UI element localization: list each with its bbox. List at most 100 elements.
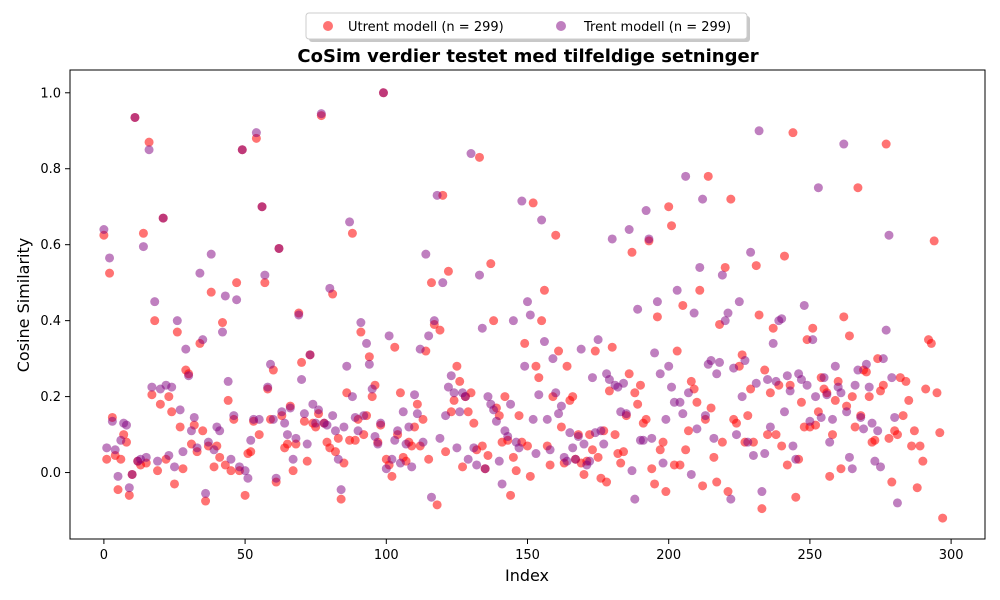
- point-utrent: [698, 481, 708, 491]
- point-utrent: [528, 198, 538, 208]
- point-trent: [257, 202, 267, 212]
- point-utrent: [288, 466, 298, 476]
- legend-marker-utrent: [323, 21, 333, 31]
- point-utrent: [568, 392, 578, 402]
- point-trent: [667, 382, 677, 392]
- point-trent: [836, 388, 846, 398]
- point-trent: [316, 109, 326, 119]
- point-utrent: [607, 342, 617, 352]
- point-trent: [489, 405, 499, 415]
- point-utrent: [500, 392, 510, 402]
- point-trent: [359, 411, 369, 421]
- point-trent: [483, 392, 493, 402]
- point-utrent: [683, 426, 693, 436]
- point-trent: [799, 300, 809, 310]
- point-trent: [709, 433, 719, 443]
- point-trent: [494, 456, 504, 466]
- point-utrent: [147, 390, 157, 400]
- point-trent: [215, 426, 225, 436]
- point-trent: [398, 407, 408, 417]
- point-utrent: [655, 445, 665, 455]
- x-tick-label: 300: [939, 548, 964, 563]
- point-trent: [373, 439, 383, 449]
- point-trent: [571, 454, 581, 464]
- point-utrent: [915, 441, 925, 451]
- point-trent: [164, 450, 174, 460]
- y-tick-label: 0.6: [40, 238, 61, 253]
- point-utrent: [839, 312, 849, 322]
- point-trent: [652, 297, 662, 307]
- y-tick-label: 0.4: [40, 314, 61, 329]
- point-trent: [263, 382, 273, 392]
- point-trent: [514, 443, 524, 453]
- point-utrent: [779, 251, 789, 261]
- point-trent: [619, 378, 629, 388]
- point-trent: [393, 426, 403, 436]
- point-trent: [734, 297, 744, 307]
- point-trent: [568, 443, 578, 453]
- x-tick-label: 100: [374, 548, 399, 563]
- point-trent: [469, 443, 479, 453]
- point-trent: [847, 464, 857, 474]
- point-utrent: [297, 357, 307, 367]
- point-trent: [330, 426, 340, 436]
- point-utrent: [870, 435, 880, 445]
- point-trent: [466, 149, 476, 159]
- point-utrent: [746, 384, 756, 394]
- point-utrent: [424, 454, 434, 464]
- point-utrent: [531, 361, 541, 371]
- point-trent: [384, 331, 394, 341]
- point-trent: [443, 382, 453, 392]
- point-utrent: [844, 331, 854, 341]
- point-trent: [378, 88, 388, 98]
- point-utrent: [593, 452, 603, 462]
- point-trent: [198, 335, 208, 345]
- point-trent: [681, 171, 691, 181]
- point-trent: [517, 196, 527, 206]
- point-utrent: [282, 439, 292, 449]
- point-utrent: [523, 441, 532, 451]
- point-utrent: [610, 430, 620, 440]
- point-trent: [124, 483, 134, 493]
- point-utrent: [534, 373, 544, 383]
- point-trent: [364, 359, 374, 369]
- point-trent: [294, 310, 304, 320]
- point-utrent: [878, 380, 888, 390]
- point-trent: [299, 409, 309, 419]
- point-trent: [172, 316, 182, 326]
- point-trent: [328, 411, 338, 421]
- point-utrent: [333, 433, 343, 443]
- point-utrent: [155, 399, 165, 409]
- point-trent: [116, 435, 126, 445]
- point-trent: [181, 344, 191, 354]
- point-trent: [246, 435, 256, 445]
- point-utrent: [364, 352, 374, 362]
- point-trent: [147, 382, 157, 392]
- point-utrent: [904, 395, 914, 405]
- point-utrent: [240, 490, 250, 500]
- point-trent: [604, 375, 614, 384]
- point-trent: [167, 382, 177, 392]
- point-trent: [599, 439, 609, 449]
- point-utrent: [828, 430, 837, 440]
- point-trent: [746, 247, 756, 257]
- point-utrent: [150, 316, 160, 326]
- point-utrent: [777, 441, 787, 451]
- point-trent: [867, 418, 877, 428]
- point-utrent: [356, 327, 366, 337]
- point-utrent: [898, 411, 908, 421]
- point-trent: [587, 373, 597, 383]
- point-utrent: [412, 399, 422, 409]
- point-trent: [260, 270, 270, 280]
- point-trent: [218, 327, 227, 337]
- point-utrent: [627, 247, 637, 257]
- point-utrent: [299, 416, 309, 426]
- point-trent: [765, 422, 775, 432]
- point-utrent: [692, 397, 702, 407]
- point-trent: [692, 424, 702, 434]
- point-trent: [342, 361, 352, 371]
- point-utrent: [124, 490, 134, 500]
- point-trent: [404, 422, 414, 432]
- point-utrent: [658, 437, 668, 447]
